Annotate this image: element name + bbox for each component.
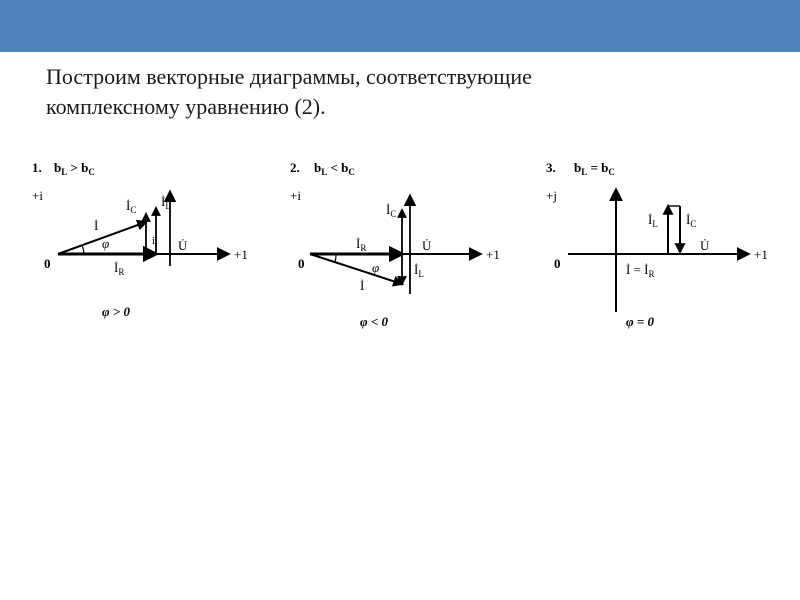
d1-lbl-IR: İR	[114, 260, 124, 277]
d1-origin: 0	[44, 256, 51, 271]
d1-real-label: +1	[234, 247, 248, 262]
d1-angle-label: φ	[102, 236, 109, 251]
d3-lbl-U: U̇	[700, 238, 710, 253]
diagram-1: 1. bL > bC +i +1 0 İR U̇ İL İC İ	[32, 160, 248, 319]
d2-case-cond: bL < bC	[314, 160, 355, 177]
d2-imag-label: +i	[290, 188, 301, 203]
title-line1: Построим векторные диаграммы, соответств…	[46, 64, 532, 89]
title-line2: комплексному уравнению (2).	[46, 94, 326, 119]
d3-case-num: 3.	[546, 160, 556, 175]
d2-angle-label: φ	[372, 260, 379, 275]
d2-lbl-IC: İC	[386, 202, 396, 219]
d2-lbl-I: İ	[360, 278, 364, 293]
d1-lbl-U: U̇	[178, 238, 188, 253]
d3-origin: 0	[554, 256, 561, 271]
d1-lbl-inner-i: i	[152, 235, 155, 247]
d2-case-num: 2.	[290, 160, 300, 175]
title-block: Построим векторные диаграммы, соответств…	[46, 62, 754, 121]
d3-imag-label: +j	[546, 188, 557, 203]
d2-lbl-IR: İR	[356, 236, 366, 253]
diagram-3: 3. bL = bC +j +1 0 U̇ İL İC İ = İR φ = 0	[546, 160, 768, 329]
d2-lbl-IL: İL	[414, 262, 424, 279]
d3-real-label: +1	[754, 247, 768, 262]
d1-imag-label: +i	[32, 188, 43, 203]
d1-lbl-I: İ	[94, 218, 98, 233]
d3-phi-note: φ = 0	[626, 314, 655, 329]
d2-vec-I	[310, 254, 402, 284]
d1-phi-note: φ > 0	[102, 304, 131, 319]
d3-lbl-IC: İC	[686, 212, 696, 229]
d1-case-num: 1.	[32, 160, 42, 175]
diagrams-svg: 1. bL > bC +i +1 0 İR U̇ İL İC İ	[0, 158, 800, 398]
d1-lbl-IC: İC	[126, 198, 136, 215]
d1-case-cond: bL > bC	[54, 160, 95, 177]
d2-origin: 0	[298, 256, 305, 271]
header-bar	[0, 0, 800, 52]
d3-lbl-IL: İL	[648, 212, 658, 229]
diagrams-area: 1. bL > bC +i +1 0 İR U̇ İL İC İ	[0, 158, 800, 388]
d2-lbl-U: U̇	[422, 238, 432, 253]
d3-case-cond: bL = bC	[574, 160, 615, 177]
d2-real-label: +1	[486, 247, 500, 262]
d3-lbl-Ieq: İ = İR	[626, 262, 655, 279]
diagram-2: 2. bL < bC +i +1 0 İR U̇ İC İL İ φ	[290, 160, 500, 329]
d2-phi-note: φ < 0	[360, 314, 389, 329]
